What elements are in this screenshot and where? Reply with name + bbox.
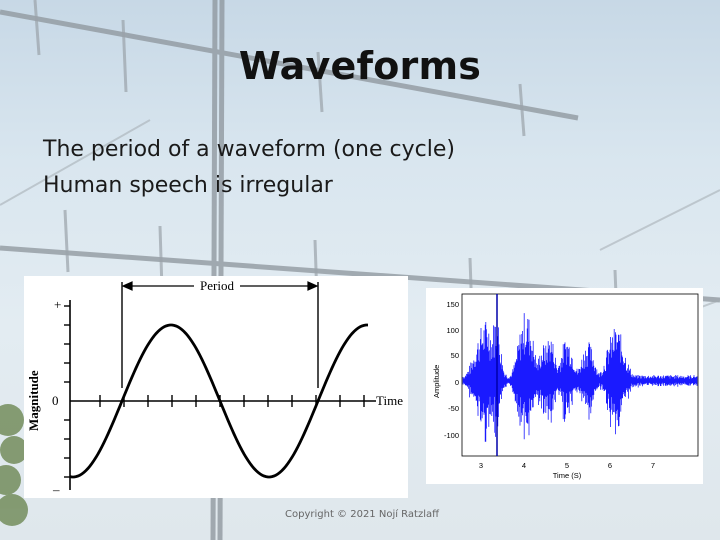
- plot-frame: [461, 293, 699, 457]
- zero-tick-label: 0: [52, 393, 59, 408]
- y-tick-label: -100: [444, 431, 459, 440]
- period-label: Period: [200, 278, 234, 293]
- period-arrow: [121, 281, 319, 291]
- x-axis-label: Time: [376, 393, 403, 408]
- y-axis-label: Amplitude: [432, 365, 441, 398]
- x-axis-label: Time (S): [553, 471, 582, 480]
- y-tick-label: 150: [446, 300, 459, 309]
- bullet-list: The period of a waveform (one cycle) Hum…: [43, 132, 455, 204]
- sine-wave-curve: [69, 323, 368, 479]
- plus-tick-label: +: [54, 297, 61, 312]
- y-tick-label: 100: [446, 326, 459, 335]
- copyright-footer: Copyright © 2021 Nojí Ratzlaff: [285, 509, 440, 520]
- y-tick-label: 50: [451, 351, 459, 360]
- y-axis-label: Magnitude: [26, 370, 41, 431]
- speech-signal-trace: [462, 313, 698, 442]
- bullet-item: Human speech is irregular: [43, 173, 333, 198]
- speech-waveform-figure: 150 100 50 0 -50 -100 3 4 5 6 7 Time (S)…: [426, 288, 703, 484]
- y-tick-label: 0: [455, 378, 459, 387]
- minus-tick-label: –: [52, 482, 60, 497]
- speech-signal: [462, 313, 698, 442]
- x-tick-label: 4: [522, 461, 526, 470]
- bullet-item: The period of a waveform (one cycle): [43, 137, 455, 162]
- y-axis-ticks: [64, 305, 70, 478]
- y-tick-label: -50: [448, 404, 459, 413]
- x-tick-label: 3: [479, 461, 483, 470]
- x-tick-label: 5: [565, 461, 569, 470]
- x-tick-label: 6: [608, 461, 612, 470]
- slide-title: Waveforms: [238, 44, 482, 88]
- x-tick-label: 7: [651, 461, 655, 470]
- sine-wave-figure: + 0 – Magnitude Time Period: [24, 276, 408, 498]
